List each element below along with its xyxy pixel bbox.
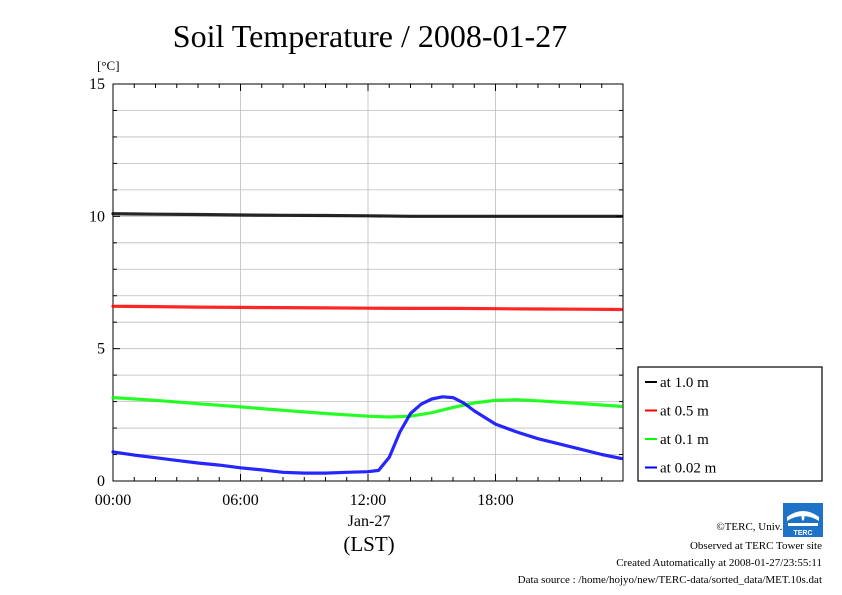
created-text: Created Automatically at 2008-01-27/23:5… — [616, 557, 822, 569]
chart-title: Soil Temperature / 2008-01-27 — [173, 18, 567, 54]
y-axis: 0 5 10 15 — [89, 76, 623, 490]
gridlines — [113, 84, 623, 481]
x-tick-label: 12:00 — [350, 492, 386, 509]
series-line-2 — [111, 396, 623, 419]
legend-label-3: at 0.02 m — [660, 461, 717, 477]
x-date-label: Jan-27 — [348, 513, 391, 530]
legend-label-2: at 0.1 m — [660, 432, 709, 448]
legend-box — [637, 366, 823, 482]
x-tick-label: 18:00 — [477, 492, 513, 509]
x-tick-label: 00:00 — [95, 492, 131, 509]
legend-label-0: at 1.0 m — [660, 375, 709, 391]
y-tick-label: 0 — [97, 473, 105, 490]
series-line-0 — [111, 212, 623, 218]
y-tick-label: 15 — [89, 76, 105, 93]
source-text: Data source : /home/hojyo/new/TERC-data/… — [518, 574, 822, 586]
x-axis-label: (LST) — [343, 532, 394, 556]
site-text: Observed at TERC Tower site — [690, 540, 822, 552]
series-line-3 — [111, 395, 623, 475]
legend: at 1.0 m at 0.5 m at 0.1 m at 0.02 m — [637, 366, 823, 482]
series-line-1 — [111, 304, 623, 312]
terc-logo: TERC — [783, 503, 823, 537]
x-axis: 00:00 06:00 12:00 18:00 — [95, 84, 624, 509]
x-tick-label: 06:00 — [222, 492, 258, 509]
logo-text: TERC — [793, 530, 812, 537]
series-lines — [111, 212, 623, 475]
y-unit-label: [°C] — [97, 58, 120, 73]
y-tick-label: 10 — [89, 208, 105, 225]
y-tick-label: 5 — [97, 341, 105, 358]
legend-label-1: at 0.5 m — [660, 404, 709, 420]
